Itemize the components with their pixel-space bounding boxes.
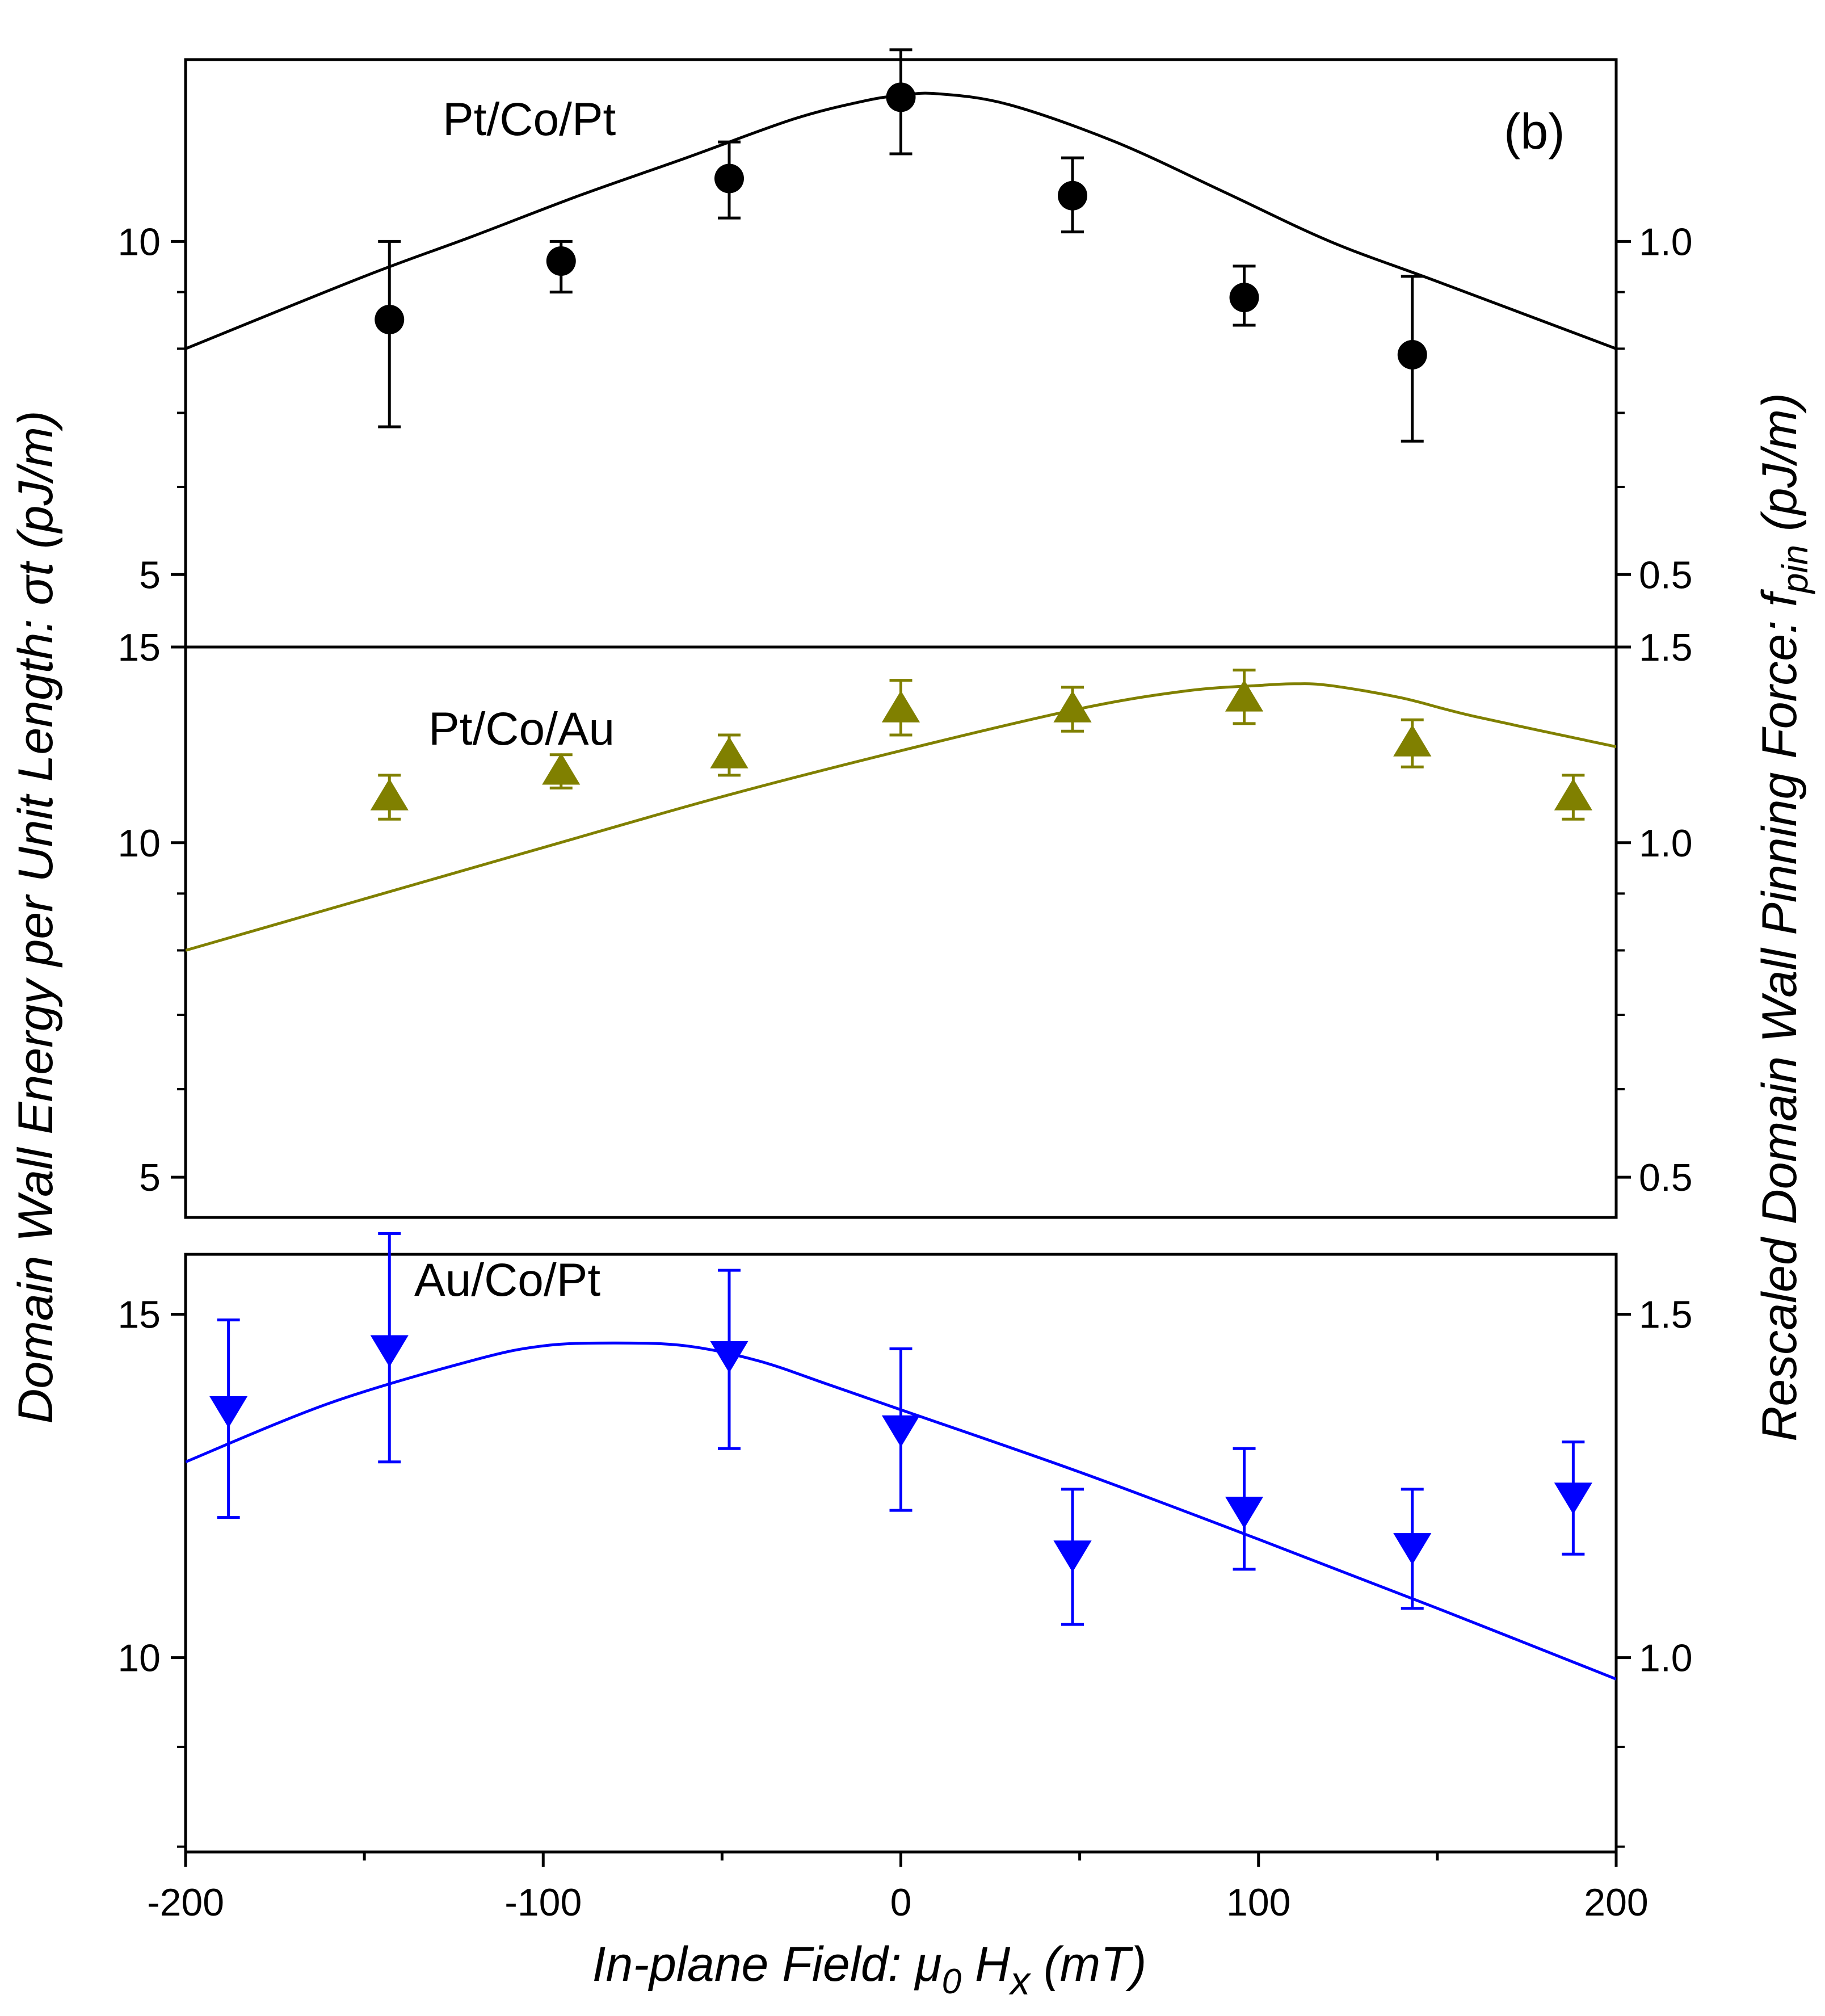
- y-left-tick-label: 10: [117, 220, 161, 263]
- y-right-tick-label: 0.5: [1639, 1156, 1693, 1199]
- data-point-marker: [1554, 778, 1592, 810]
- data-point-marker: [1053, 690, 1092, 723]
- y-right-title-sub: pin: [1774, 545, 1815, 594]
- data-point-marker: [1397, 340, 1427, 370]
- y-axis-right-title: Rescaled Domain Wall Pinning Force: fpin…: [1752, 393, 1815, 1441]
- panel-1: 5 0.5 10 1.0 Pt/Co/Pt: [117, 48, 1693, 649]
- y-left-tick-label: 15: [117, 1293, 161, 1337]
- y-right-title-suffix: (pJ/m): [1752, 393, 1807, 545]
- x-tick-label: 0: [890, 1881, 912, 1924]
- x-tick-label: -200: [147, 1881, 224, 1924]
- data-point-marker: [710, 736, 748, 768]
- x-title-sub0: 0: [942, 1962, 961, 2001]
- panel-2: 5 0.5 10 1.0 15 1.5 Pt/Co/Au: [117, 626, 1693, 1219]
- panel-sample-label: Pt/Co/Pt: [443, 94, 616, 145]
- panel-letter-label: (b): [1504, 103, 1565, 159]
- data-point-marker: [546, 246, 576, 276]
- panel-sample-label: Au/Co/Pt: [414, 1254, 600, 1306]
- data-point-marker: [714, 163, 744, 194]
- y-left-tick-label: 10: [117, 822, 161, 865]
- data-point-marker: [1554, 1482, 1592, 1515]
- x-title-mid: H: [961, 1937, 1011, 1992]
- panel-frame: [184, 645, 1618, 1219]
- data-point-marker: [370, 778, 409, 810]
- x-tick-label: 200: [1584, 1881, 1648, 1924]
- x-title-suffix: (mT): [1030, 1937, 1146, 1992]
- y-axis-left-title: Domain Wall Energy per Unit Length: σt (…: [9, 410, 63, 1423]
- panels-layer: 5 0.5 10 1.0 Pt/Co/Pt 5 0.5 10 1.0 15 1.5 Pt/Co/Au 1…: [117, 48, 1693, 1924]
- data-point-marker: [710, 1341, 748, 1373]
- y-left-tick-label: 5: [139, 1156, 161, 1199]
- data-point-marker: [1393, 1533, 1432, 1565]
- data-point-marker: [886, 82, 916, 112]
- data-point-marker: [1225, 679, 1264, 712]
- y-right-tick-label: 1.0: [1639, 220, 1693, 263]
- data-point-marker: [1053, 1540, 1092, 1573]
- y-left-tick-label: 15: [117, 626, 161, 669]
- y-right-tick-label: 1.5: [1639, 1293, 1693, 1337]
- data-point-marker: [375, 305, 405, 335]
- panel-sample-label: Pt/Co/Au: [428, 703, 615, 755]
- x-title-subx: x: [1008, 1959, 1032, 2003]
- data-point-marker: [1393, 724, 1432, 757]
- y-left-tick-label: 5: [139, 553, 161, 597]
- data-point-marker: [209, 1396, 248, 1428]
- data-point-marker: [1225, 1497, 1264, 1529]
- y-right-tick-label: 1.0: [1639, 1637, 1693, 1680]
- x-tick-label: 100: [1226, 1881, 1290, 1924]
- x-tick-label: -100: [504, 1881, 582, 1924]
- y-right-title-prefix: Rescaled Domain Wall Pinning Force: f: [1752, 589, 1807, 1442]
- data-point-marker: [542, 753, 581, 785]
- data-point-marker: [881, 1415, 920, 1447]
- data-point-marker: [881, 690, 920, 723]
- y-left-tick-label: 10: [117, 1637, 161, 1680]
- data-point-marker: [370, 1335, 409, 1367]
- y-right-tick-label: 0.5: [1639, 553, 1693, 597]
- data-point-marker: [1058, 180, 1088, 211]
- panel-3: 10 1.0 15 1.5 -200 -100 0 100 200 Au/Co/Pt: [117, 1232, 1693, 1924]
- y-right-tick-label: 1.5: [1639, 626, 1693, 669]
- fit-curve: [186, 1341, 1616, 1681]
- y-right-tick-label: 1.0: [1639, 822, 1693, 865]
- x-title-prefix: In-plane Field: μ: [592, 1937, 942, 1992]
- data-point-marker: [1229, 283, 1259, 313]
- x-axis-title: In-plane Field: μ0 Hx (mT): [592, 1937, 1147, 2003]
- fit-curve: [186, 682, 1616, 952]
